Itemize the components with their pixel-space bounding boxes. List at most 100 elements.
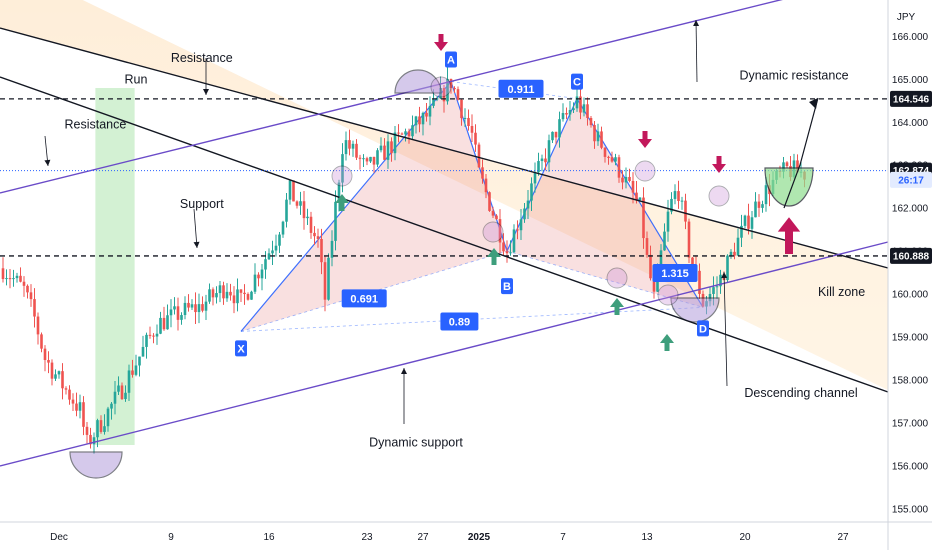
price-tag [890, 171, 932, 188]
candle-body [12, 278, 15, 280]
candle-body [1, 268, 5, 280]
channel-zone-lower [0, 0, 888, 390]
buy-arrow [614, 306, 620, 315]
candle-body [201, 304, 204, 311]
candle-body [327, 257, 330, 300]
candle-body [152, 335, 155, 337]
touch-circle [331, 165, 353, 187]
candle-body [432, 99, 435, 106]
point-label: X [237, 343, 245, 355]
candle-body [467, 117, 470, 127]
candle-body [5, 278, 8, 280]
buy-arrow [664, 342, 670, 351]
candle-body [782, 162, 785, 172]
candle-body [418, 116, 421, 125]
annotation-text: Run [125, 73, 148, 87]
x-tick-label: 13 [641, 532, 653, 543]
candle-body [481, 167, 484, 179]
candle-body [64, 388, 68, 390]
bcd-triangle [507, 98, 703, 308]
candle-body [561, 113, 565, 120]
ratio-box [440, 312, 479, 331]
candle-body [145, 334, 148, 347]
buy-arrow-head [660, 334, 674, 343]
candle-body [138, 356, 141, 366]
candle-body [628, 176, 631, 181]
candle-body [736, 237, 740, 256]
candle-body [575, 96, 579, 109]
candle-body [670, 198, 673, 212]
ratio-box [652, 264, 698, 283]
bottom-bowl [69, 451, 123, 479]
candle-body [642, 197, 645, 239]
d-bowl [670, 297, 720, 323]
leg-xd [240, 306, 704, 332]
candle-body [176, 306, 180, 320]
point-marker-a [445, 51, 457, 68]
buy-arrow-head [777, 217, 801, 232]
candle-body [127, 370, 131, 393]
dynamic-support-line [0, 241, 889, 467]
ratio-label: 0.691 [350, 293, 378, 305]
candle-body [131, 370, 134, 375]
price-tag-label: 164.546 [893, 94, 930, 105]
candle-body [204, 301, 208, 311]
forecast-path [783, 97, 819, 209]
candle-body [390, 141, 393, 154]
pointer-line [695, 19, 698, 83]
candle-body [82, 402, 85, 427]
candle-body [572, 108, 575, 111]
candle-body [582, 104, 586, 113]
candle-body [362, 158, 365, 160]
candle-body [491, 210, 495, 216]
candle-body [274, 245, 278, 251]
candle-body [474, 132, 477, 145]
candle-body [190, 304, 194, 308]
candle-body [544, 158, 547, 163]
candle-body [579, 96, 582, 113]
candle-body [684, 200, 687, 222]
candle-body [757, 201, 761, 208]
pointer-head [203, 89, 209, 95]
candle-body [596, 131, 600, 142]
candle-body [358, 157, 362, 159]
y-tick-label: 165.000 [892, 75, 929, 86]
point-marker-x [235, 340, 247, 357]
candle-body [554, 131, 558, 138]
price-tag [890, 247, 932, 264]
candle-body [36, 316, 40, 335]
candle-body [295, 201, 299, 206]
candle-body [292, 180, 295, 202]
candle-body [243, 292, 246, 295]
point-label: A [447, 55, 455, 67]
candle-body [397, 132, 400, 134]
candle-body [239, 289, 243, 293]
candle-body [484, 178, 488, 193]
candle-body [460, 99, 463, 119]
y-tick-label: 159.000 [892, 333, 929, 344]
candle-body [40, 334, 43, 349]
candle-body [715, 286, 719, 288]
candle-body [393, 132, 397, 154]
candle-body [215, 293, 218, 298]
candle-body [68, 389, 71, 400]
candle-body [488, 192, 491, 211]
buy-arrow-head [610, 298, 624, 307]
candle-body [519, 219, 523, 231]
candle-body [320, 238, 323, 263]
point-marker-d [697, 320, 709, 337]
sell-arrow [716, 156, 722, 165]
buy-arrow-head [487, 248, 501, 257]
trend-lines [0, 0, 889, 479]
x-tick-label: Dec [50, 532, 68, 543]
pointer-head [721, 272, 728, 279]
x-tick-label: 9 [168, 532, 174, 543]
candle-body [743, 215, 747, 226]
candle-body [85, 426, 89, 435]
y-tick-label: 160.000 [892, 290, 929, 301]
candle-body [208, 289, 211, 302]
candle-body [421, 112, 425, 125]
candle-body [26, 285, 29, 293]
